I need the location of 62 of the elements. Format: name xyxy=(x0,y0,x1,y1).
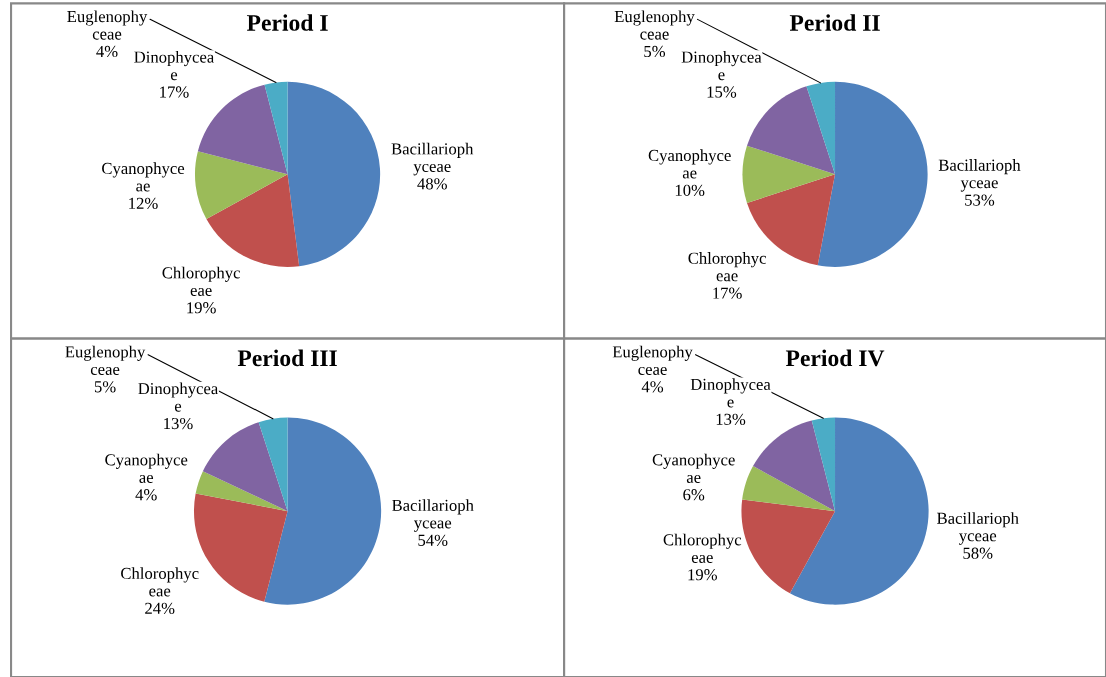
slice-label: Cyanophyce ae xyxy=(648,149,731,179)
slice-label: Dinophycea e xyxy=(690,378,771,408)
chart-title: Period I xyxy=(246,14,328,31)
pie-slice xyxy=(264,81,288,175)
pie-slice xyxy=(194,151,288,219)
data-label: 12% xyxy=(129,197,158,209)
slice-label: Bacillarioph yceae xyxy=(937,512,1019,545)
data-label: 15% xyxy=(707,86,737,98)
slice-label: Bacillarioph yceae xyxy=(391,142,474,176)
pie-slice xyxy=(742,466,836,512)
data-label: 17% xyxy=(713,287,742,299)
pie-slice xyxy=(817,81,928,267)
data-label: 48% xyxy=(417,178,447,190)
slice-label: Dinophycea e xyxy=(138,382,219,412)
slice-label: Bacillarioph yceae xyxy=(938,159,1021,192)
slice-label: Chlorophyc eae xyxy=(121,567,199,597)
pie-slice xyxy=(195,471,288,512)
data-label: 54% xyxy=(418,534,448,546)
slice-label: Chlorophyc eae xyxy=(162,266,240,296)
data-label: 17% xyxy=(160,86,189,98)
slice-label: Dinophycea e xyxy=(681,50,762,81)
slice-label: Euglenophy ceae xyxy=(612,345,693,375)
pie-slice xyxy=(746,86,836,175)
pie-slice xyxy=(789,417,929,605)
pie-slice xyxy=(287,81,381,267)
data-label: 19% xyxy=(187,302,216,314)
pie-slice xyxy=(206,174,300,267)
slice-label: Dinophycea e xyxy=(134,50,214,81)
chart-title: Period IV xyxy=(785,349,885,367)
data-label: 5% xyxy=(94,381,116,393)
pie-slice xyxy=(197,84,288,175)
chart-title: Period III xyxy=(237,349,337,367)
slice-label: Chlorophyc eae xyxy=(688,252,766,282)
data-label: 53% xyxy=(965,194,995,206)
slice-label: Cyanophyce ae xyxy=(652,453,735,483)
slice-label: Euglenophy ceae xyxy=(67,10,148,40)
data-label: 4% xyxy=(641,381,664,393)
data-label: 4% xyxy=(96,45,118,58)
slice-label: Euglenophy ceae xyxy=(614,10,695,40)
pie-slice xyxy=(753,420,836,512)
data-label: 13% xyxy=(164,417,193,430)
data-label: 6% xyxy=(683,489,705,501)
data-label: 19% xyxy=(688,569,717,581)
pie-slice xyxy=(258,417,288,512)
pie-slice xyxy=(806,81,836,175)
pie-slice xyxy=(811,417,836,512)
slice-label: Cyanophyce ae xyxy=(105,453,188,483)
data-label: 58% xyxy=(963,547,993,559)
data-label: 5% xyxy=(644,45,666,58)
pie-slice xyxy=(741,499,836,594)
data-label: 4% xyxy=(135,489,157,501)
chart-title: Period II xyxy=(789,14,880,31)
data-label: 10% xyxy=(675,184,705,197)
slice-label: Chlorophyc eae xyxy=(663,533,742,563)
slice-label: Euglenophy ceae xyxy=(65,345,146,375)
pie-slice xyxy=(264,417,382,605)
slice-label: Cyanophyce ae xyxy=(102,162,185,192)
pie-slice xyxy=(742,145,836,203)
data-label: 13% xyxy=(716,413,746,425)
slice-label: Bacillarioph yceae xyxy=(392,499,474,532)
pie-slice xyxy=(202,422,288,512)
data-label: 24% xyxy=(145,602,175,614)
